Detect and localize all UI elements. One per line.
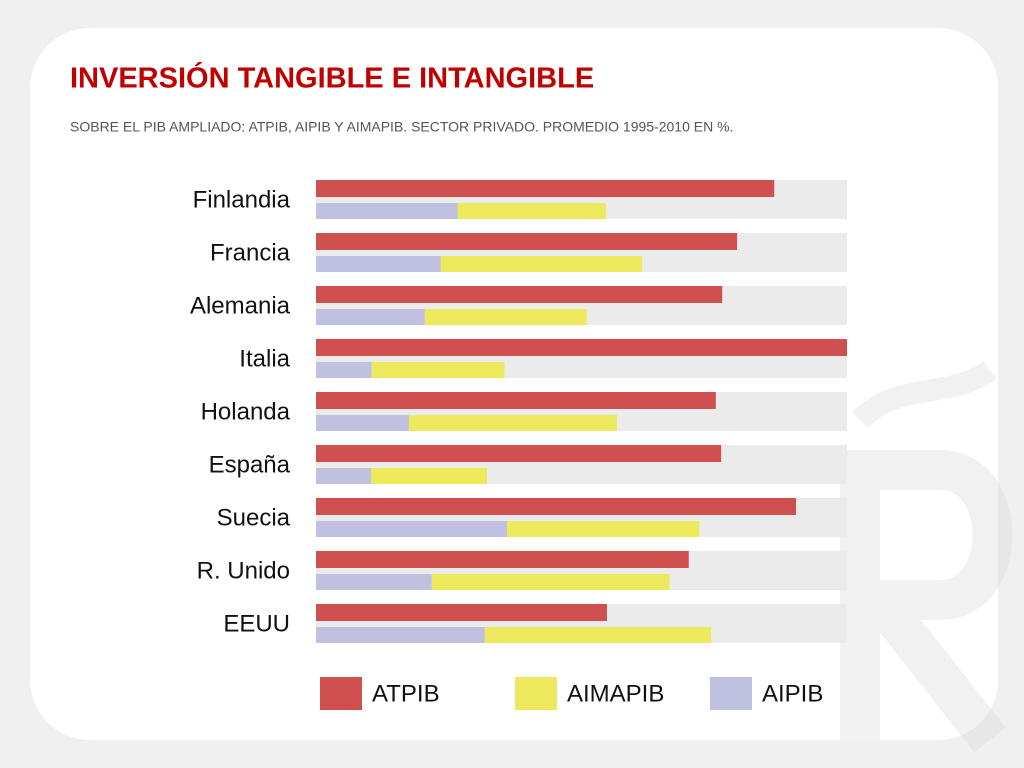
legend-label: AIPIB [762, 680, 823, 707]
bar [316, 309, 425, 325]
bar [431, 574, 670, 590]
bar [457, 203, 606, 219]
bar [316, 415, 409, 431]
watermark [838, 360, 1013, 753]
bar [316, 574, 432, 590]
bar [484, 627, 712, 643]
bar [316, 362, 372, 378]
bar [507, 521, 700, 537]
bar [316, 604, 607, 621]
category-label: Suecia [217, 504, 291, 531]
category-label: Holanda [201, 398, 291, 425]
bar [408, 415, 618, 431]
bar [371, 468, 487, 484]
category-label: EEUU [223, 610, 290, 637]
legend-swatch [515, 677, 557, 710]
bar [371, 362, 505, 378]
category-label: Italia [239, 345, 290, 372]
bar [316, 627, 485, 643]
bar [316, 392, 716, 409]
bar [316, 180, 775, 197]
category-label: R. Unido [197, 557, 290, 584]
bar [316, 203, 458, 219]
bar [316, 256, 441, 272]
legend-swatch [710, 677, 752, 710]
category-label: Finlandia [193, 186, 291, 213]
chart-subtitle: SOBRE EL PIB AMPLIADO: ATPIB, AIPIB Y AI… [70, 119, 733, 135]
bar [316, 286, 723, 303]
bar [316, 468, 372, 484]
legend-label: ATPIB [372, 680, 440, 707]
bar [316, 521, 508, 537]
category-label: Francia [210, 239, 291, 266]
bar [440, 256, 643, 272]
bar [316, 339, 847, 356]
bar [316, 498, 797, 515]
bar [424, 309, 587, 325]
legend-label: AIMAPIB [567, 680, 664, 707]
chart-title: INVERSIÓN TANGIBLE E INTANGIBLE [70, 61, 594, 95]
bar [316, 551, 689, 568]
category-label: Alemania [190, 292, 291, 319]
category-label: España [209, 451, 291, 478]
bar [316, 445, 722, 462]
bar [316, 233, 738, 250]
legend-swatch [320, 677, 362, 710]
